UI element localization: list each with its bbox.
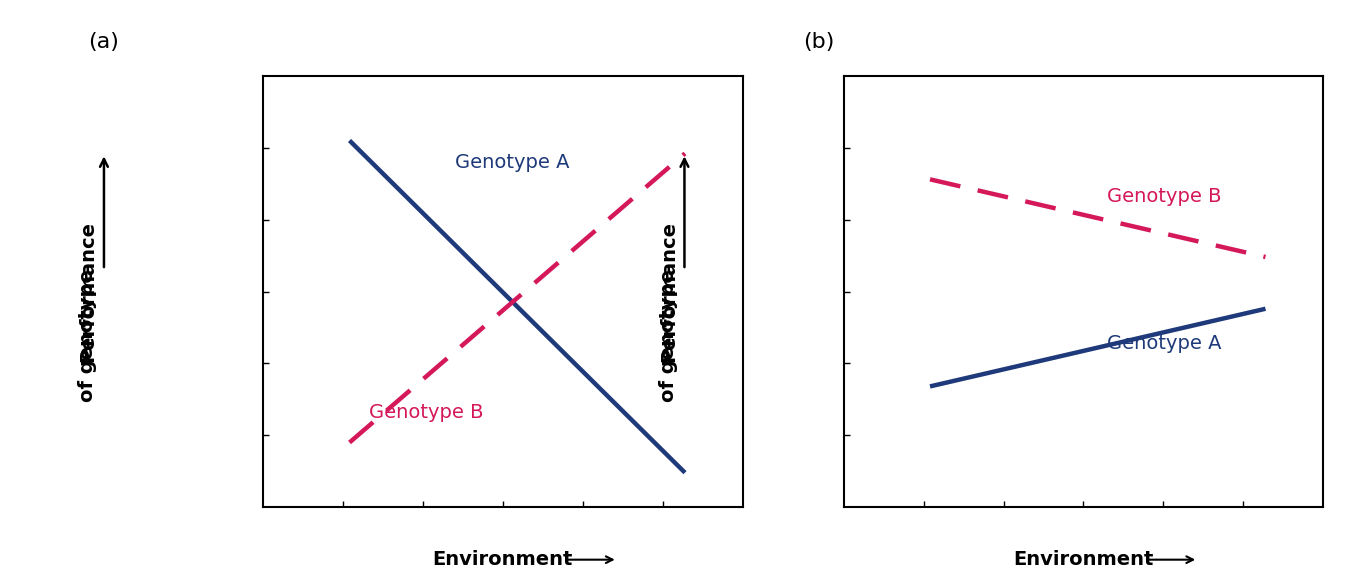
- Text: of genotype: of genotype: [78, 269, 97, 402]
- Text: Genotype A: Genotype A: [1107, 334, 1222, 353]
- Text: Environment: Environment: [433, 550, 572, 569]
- Text: Performance: Performance: [659, 221, 678, 362]
- Text: Environment: Environment: [1014, 550, 1153, 569]
- Text: Genotype B: Genotype B: [369, 403, 483, 422]
- Text: Performance: Performance: [78, 221, 97, 362]
- Text: Genotype A: Genotype A: [455, 153, 570, 171]
- Text: Genotype B: Genotype B: [1107, 187, 1222, 206]
- Text: (b): (b): [803, 33, 834, 52]
- Text: of genotype: of genotype: [659, 269, 678, 402]
- Text: (a): (a): [88, 33, 119, 52]
